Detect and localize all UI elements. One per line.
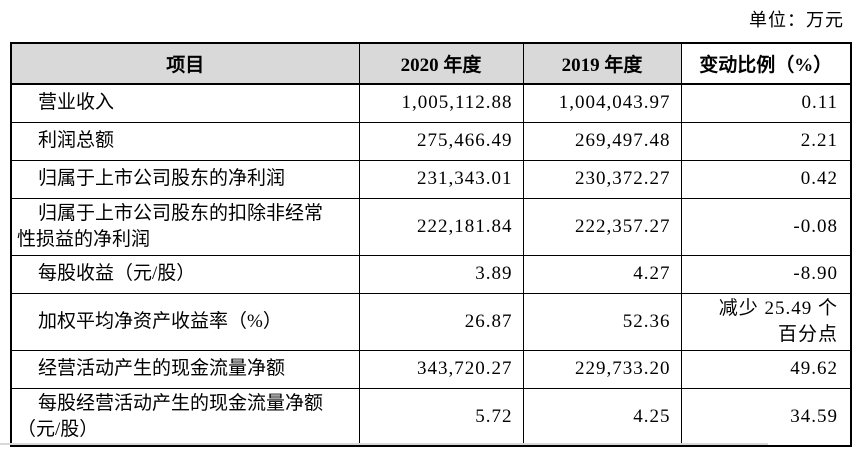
column-header-2020: 2020 年度 — [358, 42, 524, 85]
value-2019: 4.25 — [522, 387, 682, 446]
row-item-label: 利润总额 — [10, 121, 360, 161]
value-change: -0.08 — [680, 197, 852, 256]
value-2020: 343,720.27 — [358, 349, 524, 389]
value-2019: 4.27 — [522, 254, 682, 294]
unit-label: 单位：万元 — [749, 10, 844, 30]
table-row-total-profit: 利润总额 275,466.49 269,497.48 2.21 — [10, 121, 852, 161]
value-2020: 3.89 — [358, 254, 524, 294]
value-2020: 1,005,112.88 — [358, 83, 524, 123]
table-row-operating-revenue: 营业收入 1,005,112.88 1,004,043.97 0.11 — [10, 83, 852, 123]
row-item-label: 营业收入 — [10, 83, 360, 123]
value-2020: 26.87 — [358, 292, 524, 351]
value-change: 49.62 — [680, 349, 852, 389]
value-2019: 230,372.27 — [522, 159, 682, 199]
table-row-weighted-average-roe: 加权平均净资产收益率（%） 26.87 52.36 减少 25.49 个 百分点 — [10, 292, 852, 351]
value-2019: 269,497.48 — [522, 121, 682, 161]
column-header-2019: 2019 年度 — [522, 42, 682, 85]
value-change: 减少 25.49 个 百分点 — [680, 292, 852, 351]
value-2020: 222,181.84 — [358, 197, 524, 256]
value-2019: 1,004,043.97 — [522, 83, 682, 123]
column-header-change-ratio: 变动比例（%） — [680, 42, 852, 85]
value-change: 0.42 — [680, 159, 852, 199]
value-change: 0.11 — [680, 83, 852, 123]
table-row-net-profit-excl-nonrecurring: 归属于上市公司股东的扣除非经常 性损益的净利润 222,181.84 222,3… — [10, 197, 852, 256]
bottom-divider — [0, 443, 768, 445]
value-change: 34.59 — [680, 387, 852, 446]
table-row-earnings-per-share: 每股收益（元/股） 3.89 4.27 -8.90 — [10, 254, 852, 294]
value-2019: 52.36 — [522, 292, 682, 351]
table-header-row: 项目 2020 年度 2019 年度 变动比例（%） — [10, 42, 852, 85]
row-item-label: 加权平均净资产收益率（%） — [10, 292, 360, 351]
value-change: 2.21 — [680, 121, 852, 161]
table-row-operating-cash-flow-per-share: 每股经营活动产生的现金流量净额 （元/股） 5.72 4.25 34.59 — [10, 387, 852, 446]
financial-summary-table: 项目 2020 年度 2019 年度 变动比例（%） 营业收入 1,005,11… — [10, 42, 852, 447]
row-item-label: 归属于上市公司股东的净利润 — [10, 159, 360, 199]
column-header-item: 项目 — [10, 42, 360, 85]
row-item-label: 每股收益（元/股） — [10, 254, 360, 294]
table-row-net-profit-attributable: 归属于上市公司股东的净利润 231,343.01 230,372.27 0.42 — [10, 159, 852, 199]
table-row-operating-cash-flow: 经营活动产生的现金流量净额 343,720.27 229,733.20 49.6… — [10, 349, 852, 389]
row-item-label: 每股经营活动产生的现金流量净额 （元/股） — [10, 387, 360, 446]
row-item-label: 归属于上市公司股东的扣除非经常 性损益的净利润 — [10, 197, 360, 256]
value-change: -8.90 — [680, 254, 852, 294]
value-2020: 275,466.49 — [358, 121, 524, 161]
value-2019: 222,357.27 — [522, 197, 682, 256]
value-2020: 5.72 — [358, 387, 524, 446]
value-2020: 231,343.01 — [358, 159, 524, 199]
value-2019: 229,733.20 — [522, 349, 682, 389]
row-item-label: 经营活动产生的现金流量净额 — [10, 349, 360, 389]
